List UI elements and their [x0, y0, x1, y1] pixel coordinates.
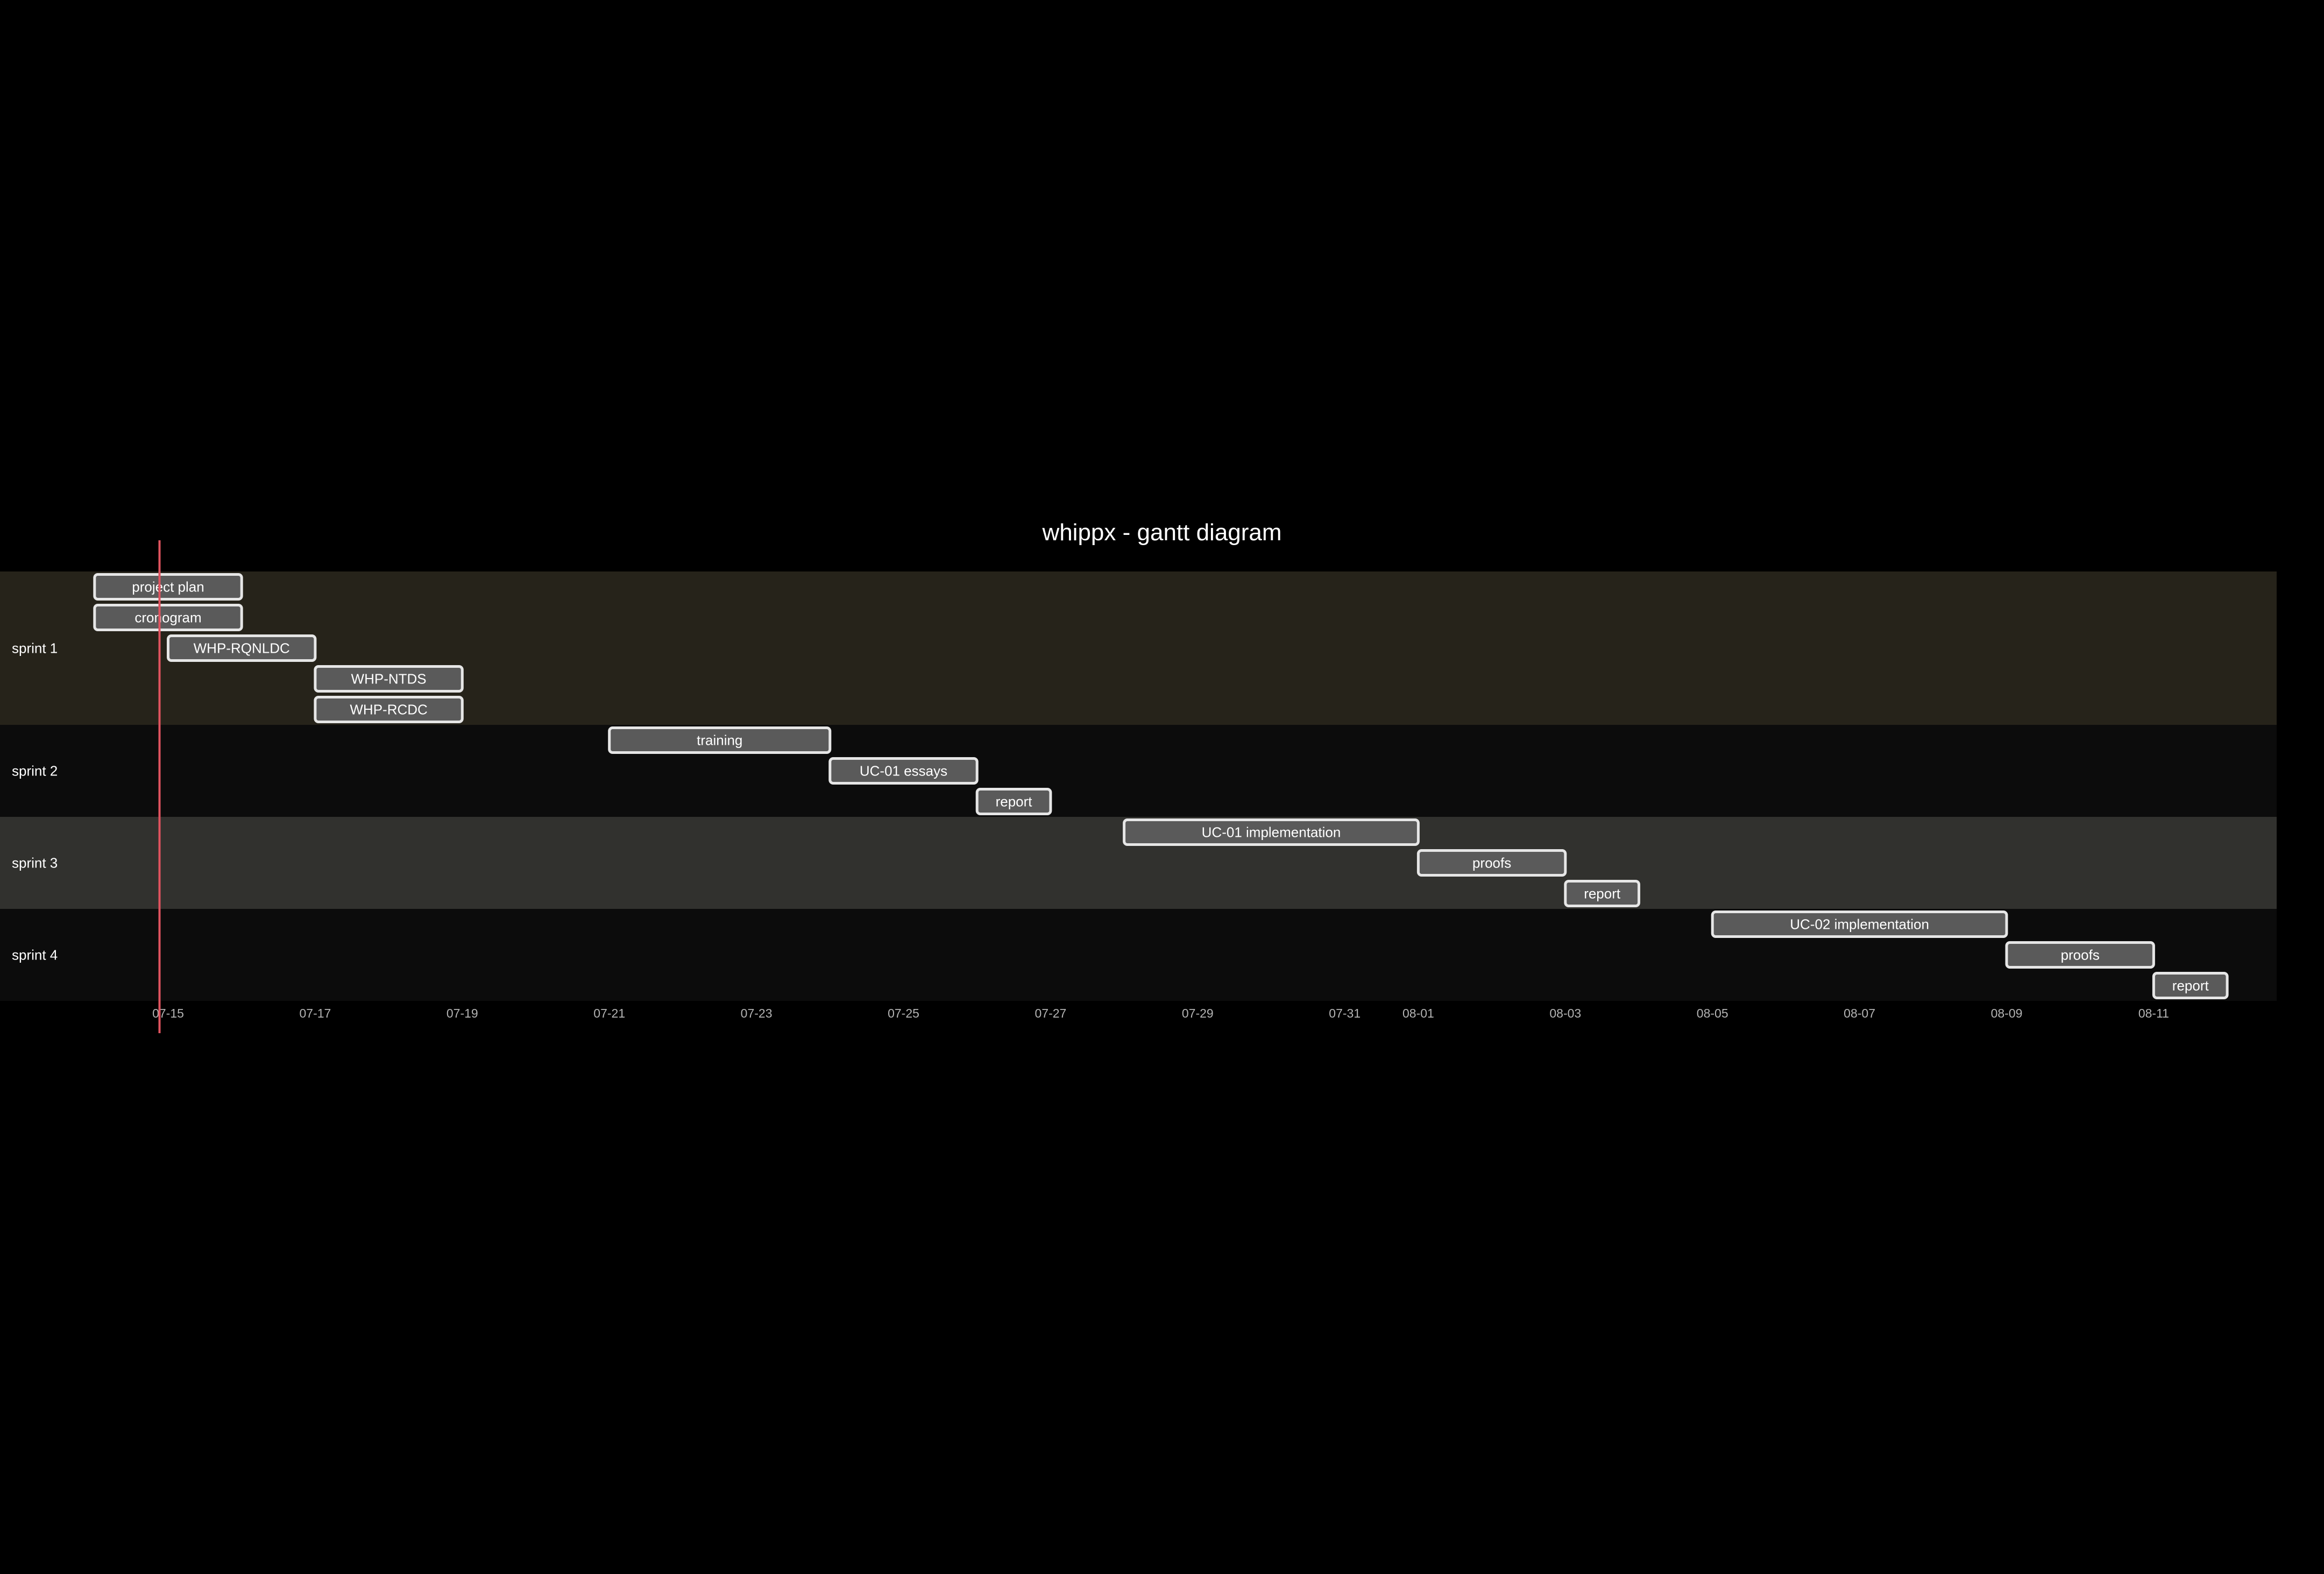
- x-tick-label: 07-29: [1182, 1006, 1214, 1020]
- task-label: cronogram: [134, 610, 201, 626]
- tasks-layer: project plan cronogram WHP-RQNLDC WHP-NTDS W…: [93, 573, 2229, 999]
- task-bar[interactable]: [828, 757, 979, 785]
- task-bar[interactable]: [1123, 818, 1420, 846]
- section-label: sprint 2: [12, 763, 58, 779]
- section-band: [0, 725, 2277, 817]
- task-label: WHP-NTDS: [351, 671, 427, 687]
- x-tick-label: 07-31: [1329, 1006, 1361, 1020]
- task-label: report: [1584, 886, 1621, 902]
- task-label: proofs: [2061, 947, 2100, 963]
- x-tick-label: 07-25: [888, 1006, 919, 1020]
- chart-title: whippx - gantt diagram: [1041, 519, 1281, 546]
- x-tick-label: 07-17: [299, 1006, 331, 1020]
- x-tick-label: 07-23: [741, 1006, 773, 1020]
- x-tick-label: 08-01: [1402, 1006, 1434, 1020]
- task-bar[interactable]: [1416, 849, 1567, 877]
- task-bar[interactable]: [1711, 910, 2008, 938]
- task-bar[interactable]: [1564, 880, 1641, 907]
- x-tick-label: 08-09: [1991, 1006, 2023, 1020]
- section-label: sprint 4: [12, 947, 58, 963]
- x-tick-label: 08-03: [1549, 1006, 1581, 1020]
- task-label: proofs: [1472, 855, 1511, 871]
- x-tick-label: 07-27: [1035, 1006, 1066, 1020]
- task-bar[interactable]: [2005, 941, 2155, 969]
- task-bar[interactable]: [93, 604, 243, 631]
- task-label: WHP-RCDC: [350, 702, 427, 718]
- task-label: training: [697, 732, 742, 749]
- x-axis: 07-15 07-17 07-19 07-21 07-23 07-25 07-27 07-29…: [152, 1006, 2169, 1020]
- task-bar[interactable]: [93, 573, 243, 601]
- section-label: sprint 3: [12, 855, 58, 871]
- x-tick-label: 08-11: [2138, 1006, 2169, 1020]
- task-label: UC-01 implementation: [1202, 824, 1341, 841]
- x-tick-label: 07-19: [447, 1006, 478, 1020]
- sections-layer: sprint 1 sprint 2 sprint 3 sprint 4: [0, 571, 2277, 1001]
- task-bar[interactable]: [167, 634, 317, 662]
- task-bar[interactable]: [608, 726, 832, 754]
- x-tick-label: 07-15: [152, 1006, 184, 1020]
- task-label: UC-02 implementation: [1790, 916, 1929, 933]
- task-label: report: [2172, 978, 2209, 994]
- x-tick-label: 08-07: [1844, 1006, 1875, 1020]
- task-label: project plan: [132, 579, 204, 595]
- task-bar[interactable]: [314, 696, 464, 723]
- task-bar[interactable]: [975, 788, 1052, 815]
- x-tick-label: 08-05: [1697, 1006, 1728, 1020]
- x-tick-label: 07-21: [593, 1006, 625, 1020]
- task-label: report: [996, 794, 1033, 810]
- task-label: UC-01 essays: [860, 763, 947, 779]
- section-label: sprint 1: [12, 640, 58, 657]
- task-bar[interactable]: [2152, 972, 2229, 999]
- task-bar[interactable]: [314, 665, 464, 693]
- task-label: WHP-RQNLDC: [194, 640, 290, 657]
